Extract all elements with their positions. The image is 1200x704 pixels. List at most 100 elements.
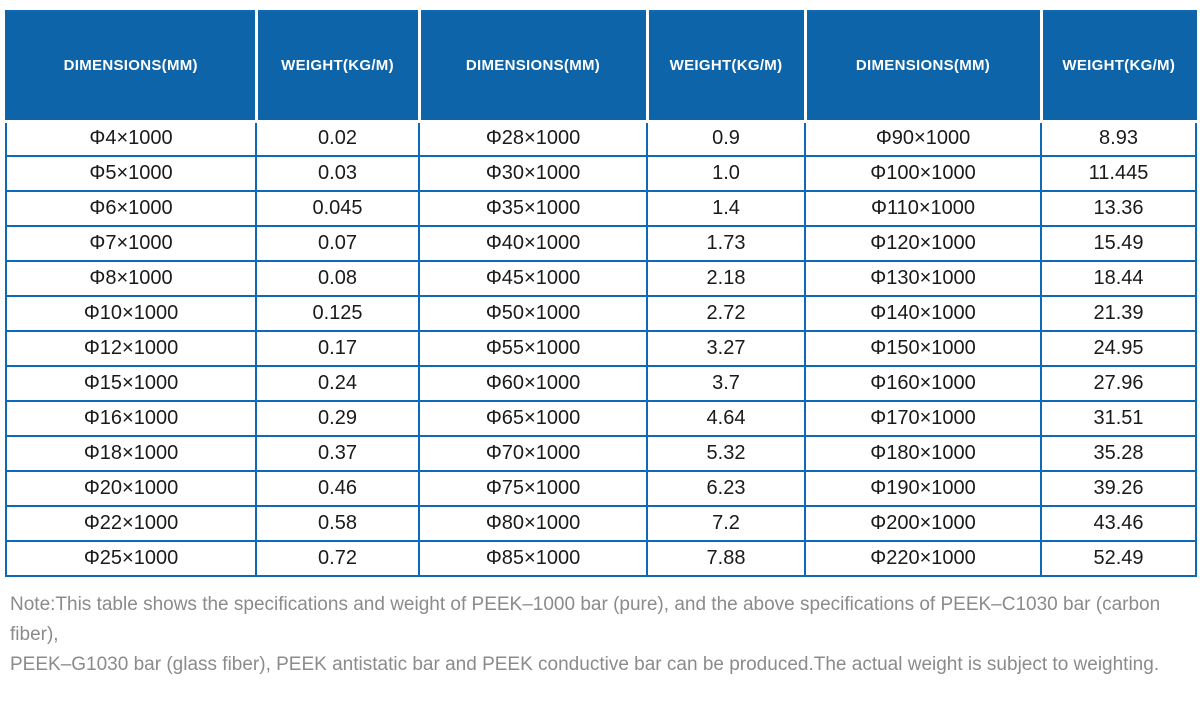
weight-cell: 0.03 xyxy=(255,155,420,192)
weight-cell: 0.37 xyxy=(255,435,420,472)
weight-cell: 2.18 xyxy=(646,260,806,297)
dimension-cell: Φ150×1000 xyxy=(804,330,1042,367)
dimension-cell: Φ80×1000 xyxy=(418,505,648,542)
dimension-cell: Φ45×1000 xyxy=(418,260,648,297)
dimension-cell: Φ30×1000 xyxy=(418,155,648,192)
table-row: Φ7×1000 0.07 Φ40×1000 1.73 Φ120×1000 15.49 xyxy=(5,225,1197,262)
spec-table-header: DIMENSIONS(MM) WEIGHT(KG/M) DIMENSIONS(M… xyxy=(5,11,1197,123)
weight-cell: 15.49 xyxy=(1040,225,1197,262)
note-text: Note:This table shows the specifications… xyxy=(0,590,1200,680)
weight-cell: 0.08 xyxy=(255,260,420,297)
column-header-dimensions-2: DIMENSIONS(MM) xyxy=(417,11,649,123)
dimension-cell: Φ120×1000 xyxy=(804,225,1042,262)
dimension-cell: Φ15×1000 xyxy=(5,365,257,402)
weight-cell: 7.88 xyxy=(646,540,806,577)
dimension-cell: Φ25×1000 xyxy=(5,540,257,577)
weight-cell: 7.2 xyxy=(646,505,806,542)
dimension-cell: Φ85×1000 xyxy=(418,540,648,577)
weight-cell: 3.27 xyxy=(646,330,806,367)
dimension-cell: Φ10×1000 xyxy=(5,295,257,332)
dimension-cell: Φ8×1000 xyxy=(5,260,257,297)
dimension-cell: Φ180×1000 xyxy=(804,435,1042,472)
weight-cell: 0.58 xyxy=(255,505,420,542)
table-row: Φ20×1000 0.46 Φ75×1000 6.23 Φ190×1000 39.26 xyxy=(5,470,1197,507)
column-header-weight-3: WEIGHT(KG/M) xyxy=(1039,11,1197,123)
dimension-cell: Φ22×1000 xyxy=(5,505,257,542)
weight-cell: 0.125 xyxy=(255,295,420,332)
weight-cell: 6.23 xyxy=(646,470,806,507)
dimension-cell: Φ200×1000 xyxy=(804,505,1042,542)
weight-cell: 31.51 xyxy=(1040,400,1197,437)
weight-cell: 0.07 xyxy=(255,225,420,262)
dimension-cell: Φ7×1000 xyxy=(5,225,257,262)
weight-cell: 1.73 xyxy=(646,225,806,262)
dimension-cell: Φ220×1000 xyxy=(804,540,1042,577)
weight-cell: 3.7 xyxy=(646,365,806,402)
dimension-cell: Φ6×1000 xyxy=(5,190,257,227)
dimension-cell: Φ5×1000 xyxy=(5,155,257,192)
table-row: Φ18×1000 0.37 Φ70×1000 5.32 Φ180×1000 35.28 xyxy=(5,435,1197,472)
weight-cell: 0.72 xyxy=(255,540,420,577)
dimension-cell: Φ55×1000 xyxy=(418,330,648,367)
weight-cell: 0.46 xyxy=(255,470,420,507)
weight-cell: 0.17 xyxy=(255,330,420,367)
spec-table-body: Φ4×1000 0.02 Φ28×1000 0.9 Φ90×1000 8.93 Φ5×100… xyxy=(5,120,1197,577)
dimension-cell: Φ40×1000 xyxy=(418,225,648,262)
dimension-cell: Φ90×1000 xyxy=(804,120,1042,157)
weight-cell: 0.24 xyxy=(255,365,420,402)
weight-cell: 35.28 xyxy=(1040,435,1197,472)
spec-table: DIMENSIONS(MM) WEIGHT(KG/M) DIMENSIONS(M… xyxy=(5,10,1197,577)
dimension-cell: Φ75×1000 xyxy=(418,470,648,507)
dimension-cell: Φ28×1000 xyxy=(418,120,648,157)
weight-cell: 5.32 xyxy=(646,435,806,472)
weight-cell: 21.39 xyxy=(1040,295,1197,332)
table-row: Φ4×1000 0.02 Φ28×1000 0.9 Φ90×1000 8.93 xyxy=(5,120,1197,157)
dimension-cell: Φ110×1000 xyxy=(804,190,1042,227)
column-header-weight-2: WEIGHT(KG/M) xyxy=(645,11,807,123)
dimension-cell: Φ170×1000 xyxy=(804,400,1042,437)
dimension-cell: Φ190×1000 xyxy=(804,470,1042,507)
weight-cell: 4.64 xyxy=(646,400,806,437)
weight-cell: 0.29 xyxy=(255,400,420,437)
weight-cell: 1.0 xyxy=(646,155,806,192)
dimension-cell: Φ70×1000 xyxy=(418,435,648,472)
weight-cell: 11.445 xyxy=(1040,155,1197,192)
table-row: Φ10×1000 0.125 Φ50×1000 2.72 Φ140×1000 21.39 xyxy=(5,295,1197,332)
weight-cell: 43.46 xyxy=(1040,505,1197,542)
dimension-cell: Φ60×1000 xyxy=(418,365,648,402)
table-row: Φ15×1000 0.24 Φ60×1000 3.7 Φ160×1000 27.96 xyxy=(5,365,1197,402)
dimension-cell: Φ130×1000 xyxy=(804,260,1042,297)
header-row: DIMENSIONS(MM) WEIGHT(KG/M) DIMENSIONS(M… xyxy=(5,11,1197,123)
table-row: Φ22×1000 0.58 Φ80×1000 7.2 Φ200×1000 43.46 xyxy=(5,505,1197,542)
dimension-cell: Φ50×1000 xyxy=(418,295,648,332)
dimension-cell: Φ140×1000 xyxy=(804,295,1042,332)
table-row: Φ12×1000 0.17 Φ55×1000 3.27 Φ150×1000 24.95 xyxy=(5,330,1197,367)
dimension-cell: Φ100×1000 xyxy=(804,155,1042,192)
weight-cell: 13.36 xyxy=(1040,190,1197,227)
note-line-1: Note:This table shows the specifications… xyxy=(10,594,1161,645)
column-header-dimensions-1: DIMENSIONS(MM) xyxy=(5,11,258,123)
weight-cell: 18.44 xyxy=(1040,260,1197,297)
weight-cell: 8.93 xyxy=(1040,120,1197,157)
table-row: Φ16×1000 0.29 Φ65×1000 4.64 Φ170×1000 31.51 xyxy=(5,400,1197,437)
weight-cell: 0.9 xyxy=(646,120,806,157)
dimension-cell: Φ160×1000 xyxy=(804,365,1042,402)
dimension-cell: Φ65×1000 xyxy=(418,400,648,437)
table-row: Φ5×1000 0.03 Φ30×1000 1.0 Φ100×1000 11.445 xyxy=(5,155,1197,192)
table-row: Φ8×1000 0.08 Φ45×1000 2.18 Φ130×1000 18.44 xyxy=(5,260,1197,297)
weight-cell: 0.045 xyxy=(255,190,420,227)
dimension-cell: Φ16×1000 xyxy=(5,400,257,437)
weight-cell: 2.72 xyxy=(646,295,806,332)
column-header-dimensions-3: DIMENSIONS(MM) xyxy=(803,11,1043,123)
dimension-cell: Φ12×1000 xyxy=(5,330,257,367)
weight-cell: 52.49 xyxy=(1040,540,1197,577)
weight-cell: 39.26 xyxy=(1040,470,1197,507)
note-line-2: PEEK–G1030 bar (glass fiber), PEEK antis… xyxy=(10,654,1160,675)
table-row: Φ6×1000 0.045 Φ35×1000 1.4 Φ110×1000 13.36 xyxy=(5,190,1197,227)
dimension-cell: Φ18×1000 xyxy=(5,435,257,472)
weight-cell: 24.95 xyxy=(1040,330,1197,367)
column-header-weight-1: WEIGHT(KG/M) xyxy=(254,11,421,123)
weight-cell: 0.02 xyxy=(255,120,420,157)
table-row: Φ25×1000 0.72 Φ85×1000 7.88 Φ220×1000 52.49 xyxy=(5,540,1197,577)
